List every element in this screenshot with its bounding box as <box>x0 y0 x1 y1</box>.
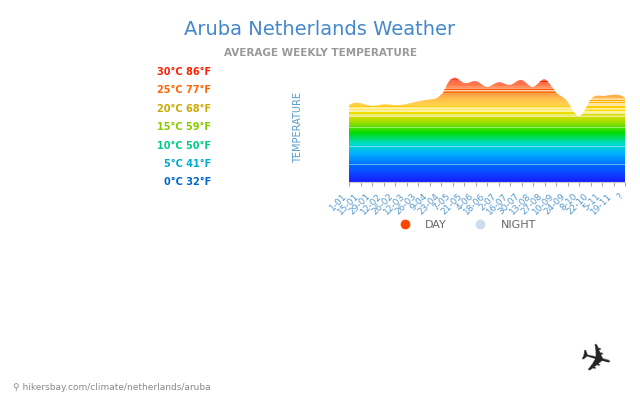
Text: 20°C 68°F: 20°C 68°F <box>157 104 211 114</box>
Text: AVERAGE WEEKLY TEMPERATURE: AVERAGE WEEKLY TEMPERATURE <box>223 48 417 58</box>
Text: 30°C 86°F: 30°C 86°F <box>157 67 211 77</box>
Text: Aruba Netherlands Weather: Aruba Netherlands Weather <box>184 20 456 39</box>
Legend: DAY, NIGHT: DAY, NIGHT <box>390 215 540 234</box>
Text: 5°C 41°F: 5°C 41°F <box>164 159 211 169</box>
Text: 15°C 59°F: 15°C 59°F <box>157 122 211 132</box>
Y-axis label: TEMPERATURE: TEMPERATURE <box>292 92 303 163</box>
Text: 10°C 50°F: 10°C 50°F <box>157 140 211 150</box>
Text: ⚲ hikersbay.com/climate/netherlands/aruba: ⚲ hikersbay.com/climate/netherlands/arub… <box>13 383 211 392</box>
Text: 25°C 77°F: 25°C 77°F <box>157 85 211 95</box>
Text: 0°C 32°F: 0°C 32°F <box>164 177 211 187</box>
Text: ✈: ✈ <box>575 339 616 384</box>
